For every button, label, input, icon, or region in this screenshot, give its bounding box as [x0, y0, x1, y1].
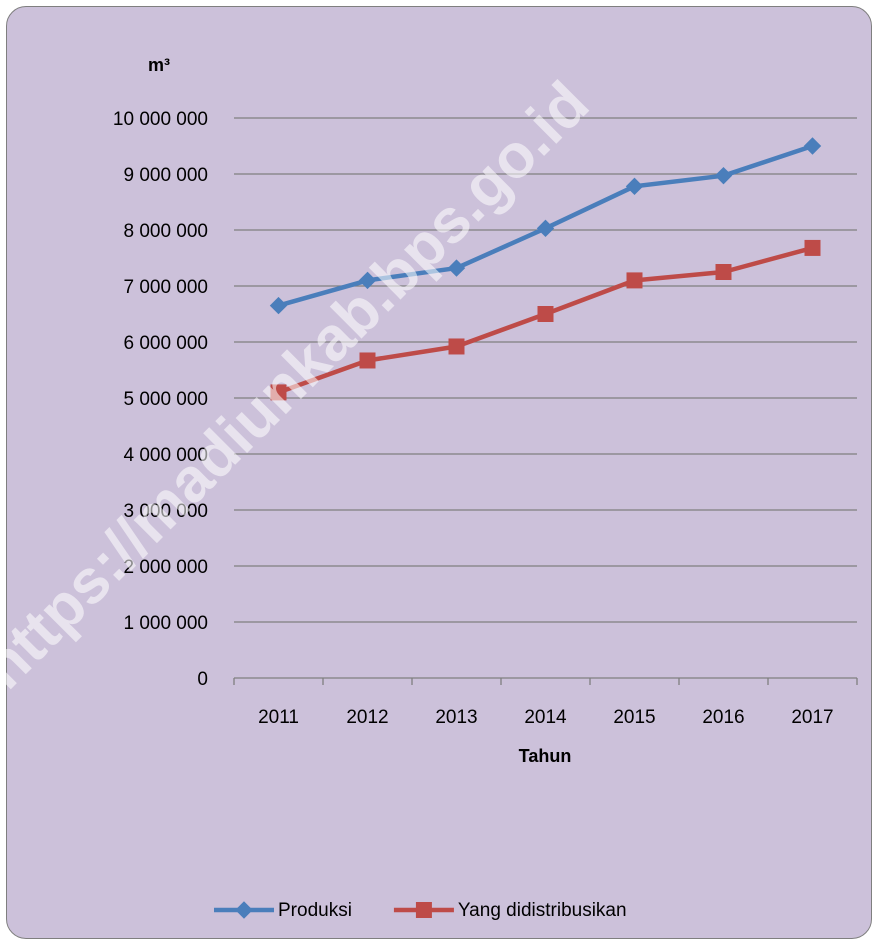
y-axis-title: m³ — [148, 55, 170, 75]
series-0 — [269, 137, 822, 315]
x-tick-label: 2011 — [258, 707, 299, 728]
series-1 — [270, 239, 821, 401]
y-tick-label: 7 000 000 — [123, 277, 208, 298]
data-point — [715, 264, 732, 280]
data-point — [447, 259, 466, 277]
y-tick-label: 4 000 000 — [123, 445, 208, 466]
x-tick-label: 2017 — [791, 707, 833, 728]
x-axis — [233, 677, 858, 685]
y-tick-label: 3 000 000 — [123, 501, 208, 522]
data-point — [359, 352, 376, 369]
x-axis-title: Tahun — [519, 746, 572, 766]
y-tick-label: 6 000 000 — [123, 333, 208, 354]
x-tick-label: 2015 — [613, 707, 655, 728]
y-tick-label: 0 — [197, 669, 208, 690]
y-tick-label: 2 000 000 — [123, 557, 208, 578]
y-tick-label: 8 000 000 — [123, 221, 208, 242]
legend-label: Produksi — [278, 900, 352, 921]
x-tick-label: 2013 — [435, 707, 477, 728]
data-point — [537, 306, 554, 322]
chart-area — [6, 6, 872, 939]
data-point — [358, 271, 377, 290]
watermark-text: https://madiunkab.bps.go.id — [0, 69, 602, 702]
data-point — [714, 166, 733, 185]
y-tick-label: 10 000 000 — [113, 109, 208, 130]
series-layer — [269, 137, 822, 401]
gridlines — [234, 117, 857, 623]
data-point — [803, 137, 822, 155]
data-point — [626, 272, 643, 289]
x-axis-ticks: 2011 2012 2013 2014 2015 2016 2017 — [258, 707, 834, 728]
legend-item: Yang didistribusikan — [393, 900, 627, 921]
data-point — [536, 219, 555, 238]
legend-item: Produksi — [214, 900, 352, 921]
y-axis-ticks: 0 1 000 000 2 000 000 3 000 000 4 000 000 5 0… — [113, 109, 208, 690]
data-point — [269, 296, 288, 315]
y-tick-label: 5 000 000 — [123, 389, 208, 410]
legend-marker — [235, 901, 253, 919]
y-tick-label: 1 000 000 — [123, 613, 208, 634]
legend-marker — [415, 902, 432, 918]
x-tick-label: 2012 — [346, 707, 388, 728]
legend: Produksi Yang didistribusikan — [214, 900, 627, 921]
x-tick-label: 2014 — [524, 707, 567, 728]
data-point — [625, 177, 644, 196]
data-point — [448, 338, 465, 355]
data-point — [270, 384, 287, 401]
y-tick-label: 9 000 000 — [123, 165, 208, 186]
legend-label: Yang didistribusikan — [458, 900, 627, 921]
x-tick-label: 2016 — [702, 707, 744, 728]
data-point — [804, 239, 821, 256]
